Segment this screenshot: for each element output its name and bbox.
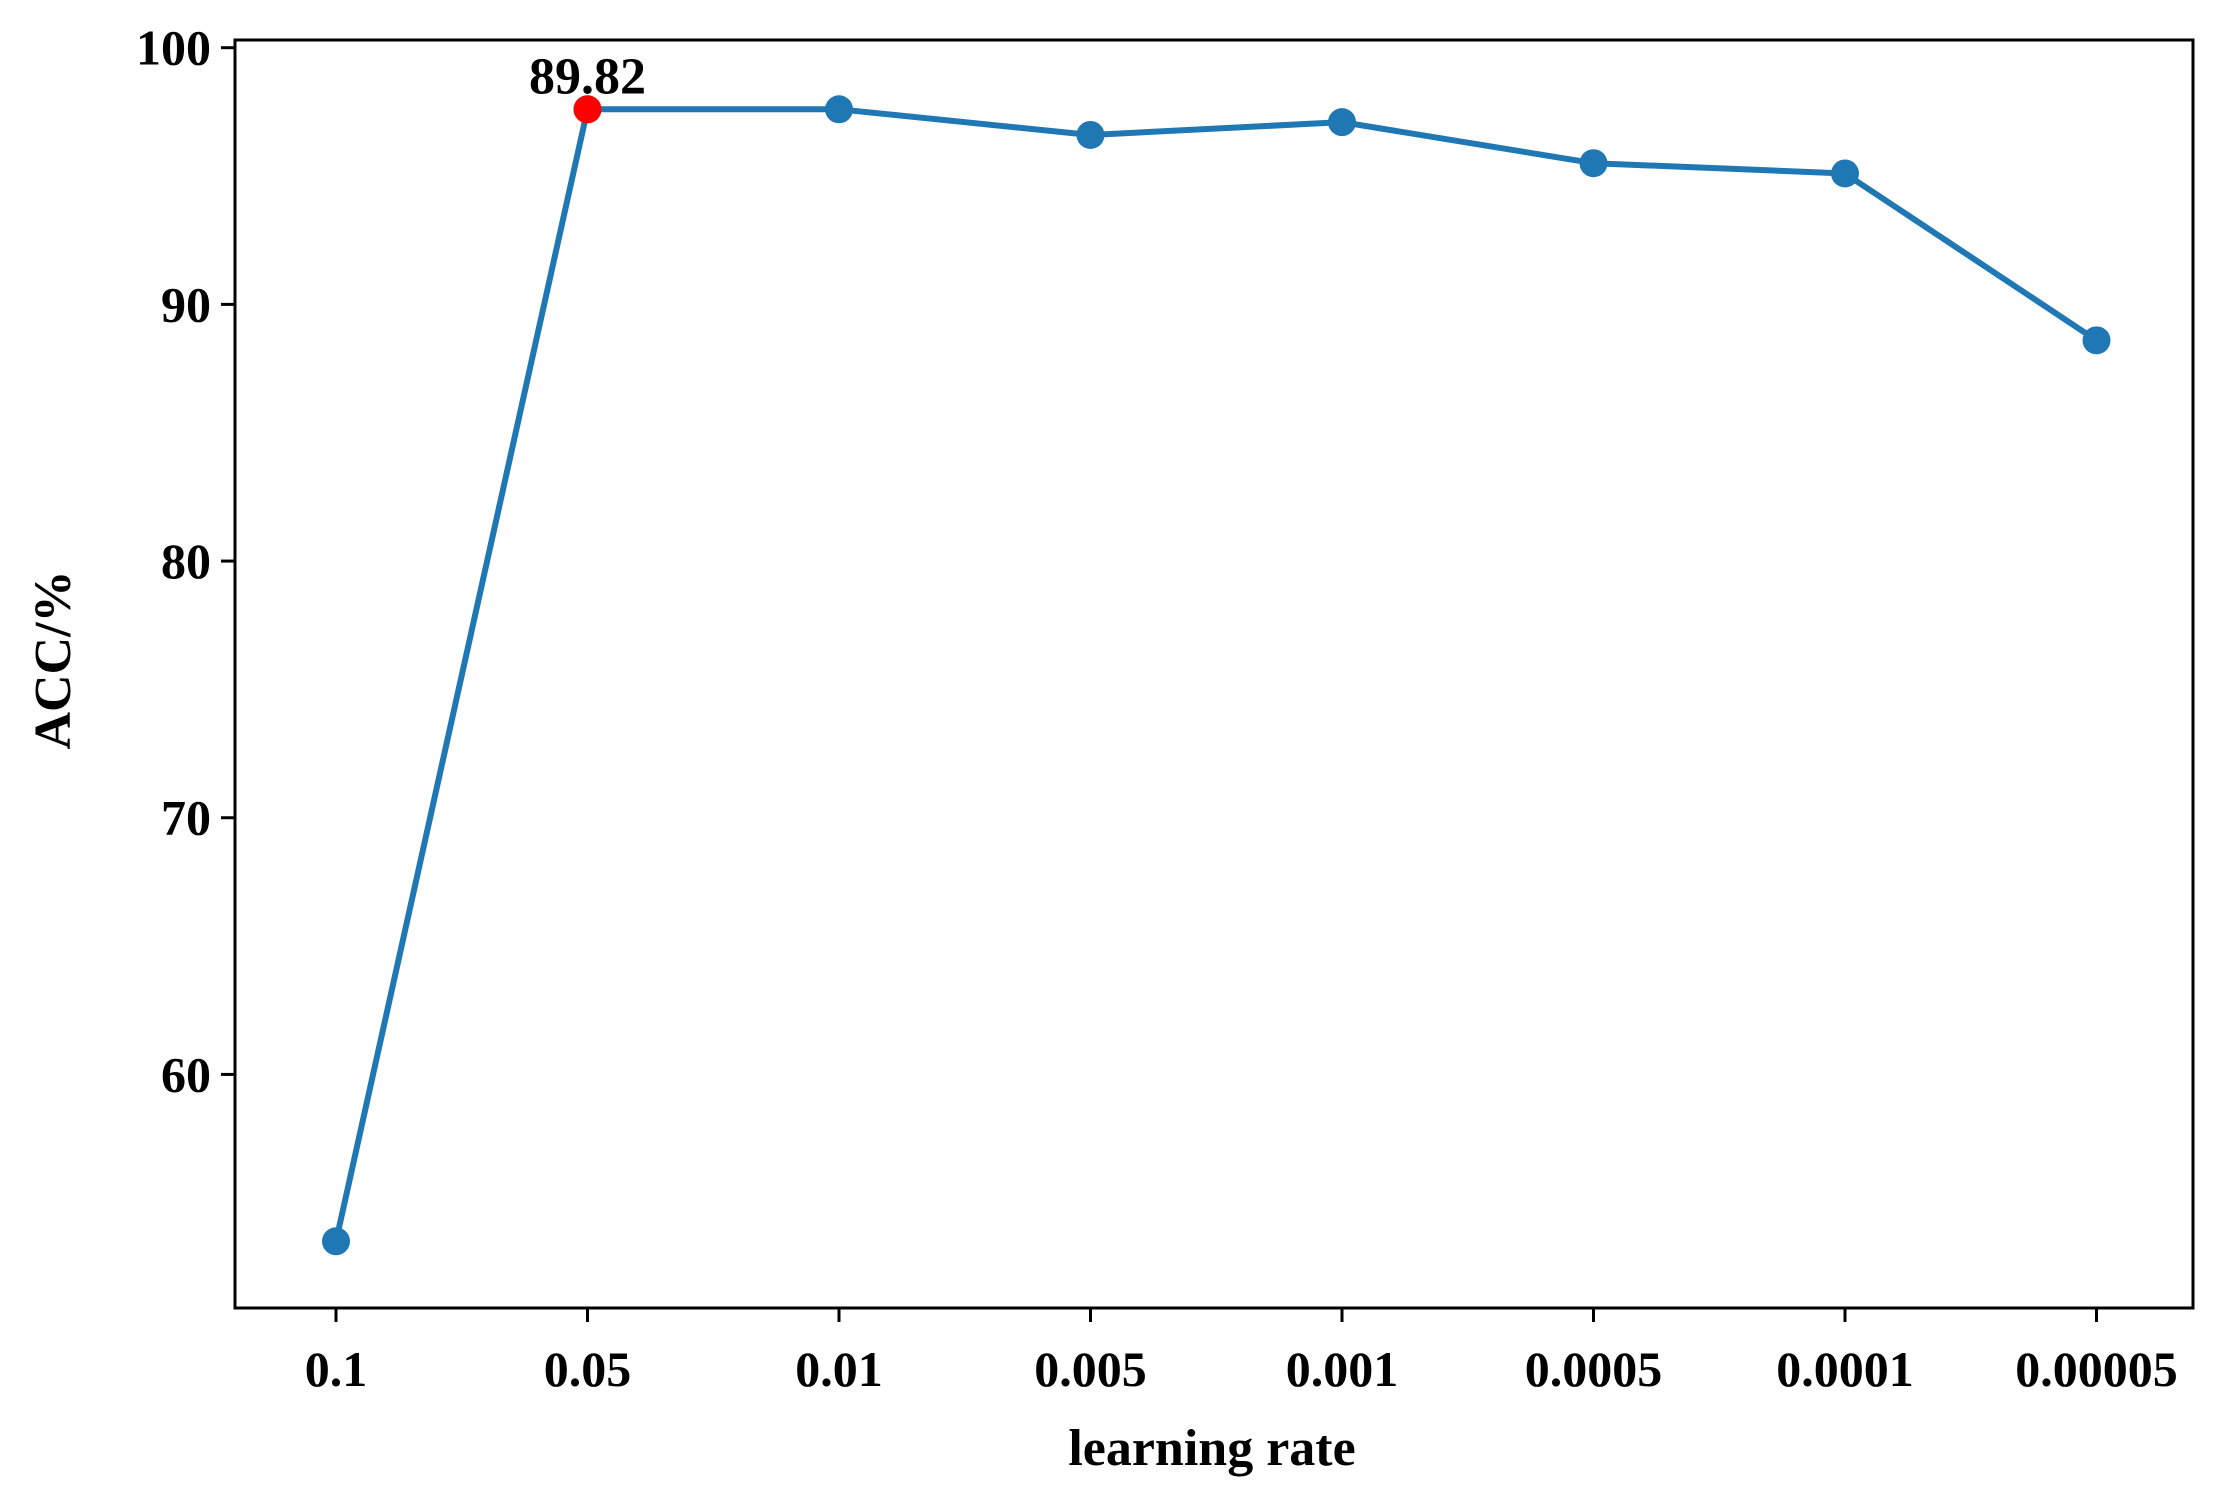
x-tick-label: 0.01 bbox=[795, 1341, 883, 1397]
y-tick-label: 90 bbox=[161, 276, 211, 332]
highlight-point bbox=[573, 95, 602, 124]
y-tick-label: 80 bbox=[161, 533, 211, 589]
x-tick-label: 0.001 bbox=[1286, 1341, 1399, 1397]
x-tick-label: 0.0001 bbox=[1776, 1341, 1914, 1397]
y-axis-label: ACC/% bbox=[25, 570, 82, 749]
plot-area: 89.82 bbox=[322, 48, 2111, 1256]
y-tick-label: 60 bbox=[161, 1046, 211, 1102]
axes: 60 70 80 90 100 0.1 0.05 0.01 0.005 0.001 0.0005 0.… bbox=[136, 20, 2195, 1397]
data-point bbox=[1328, 108, 1356, 137]
x-tick-label: 0.00005 bbox=[2015, 1341, 2178, 1397]
data-point bbox=[825, 95, 853, 124]
series-line bbox=[333, 106, 2099, 1242]
x-axis-label: learning rate bbox=[1068, 1420, 1355, 1477]
x-tick-label: 0.0005 bbox=[1525, 1341, 1663, 1397]
y-tick-label: 70 bbox=[161, 790, 211, 846]
data-point bbox=[322, 1227, 350, 1256]
y-tick-label: 100 bbox=[136, 20, 211, 76]
data-point bbox=[1579, 149, 1608, 178]
x-tick-label: 0.1 bbox=[305, 1341, 368, 1397]
data-point bbox=[2082, 326, 2111, 355]
data-point bbox=[1076, 120, 1105, 149]
x-tick-label: 0.05 bbox=[544, 1341, 632, 1397]
plot-frame bbox=[233, 38, 2195, 1310]
highlight-label: 89.82 bbox=[529, 48, 646, 105]
x-tick-label: 0.005 bbox=[1034, 1341, 1147, 1397]
data-point bbox=[1831, 159, 1859, 188]
